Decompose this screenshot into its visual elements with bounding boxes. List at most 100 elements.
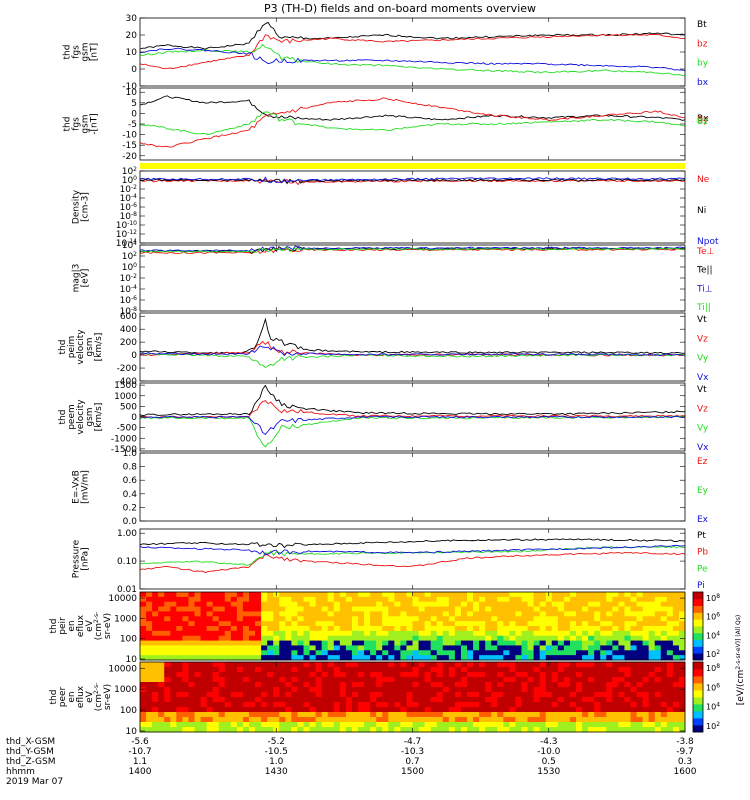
spectrogram-cell: [394, 616, 401, 622]
spectrogram-cell: [351, 640, 359, 646]
spectrogram-cell: [569, 712, 577, 718]
spectrogram-cell: [491, 630, 498, 637]
spectrogram-cell: [267, 650, 274, 656]
spectrogram-cell: [503, 662, 510, 668]
spectrogram-cell: [563, 682, 571, 688]
spectrogram-cell: [158, 650, 165, 656]
spectrogram-cell: [182, 630, 189, 637]
series-line-By: [139, 97, 686, 148]
y-axis-label-line: thd: [58, 340, 68, 355]
spectrogram-cell: [569, 682, 577, 688]
spectrogram-cell: [279, 712, 286, 718]
spectrogram-cell: [309, 682, 317, 688]
spectrogram-cell: [255, 672, 262, 678]
spectrogram-cell: [303, 722, 310, 728]
spectrogram-cell: [636, 626, 644, 632]
spectrogram-cell: [491, 702, 498, 708]
spectrogram-cell: [176, 626, 183, 632]
spectrogram-cell: [188, 672, 195, 678]
spectrogram-cell: [442, 672, 450, 678]
spectrogram-cell: [648, 596, 656, 603]
spectrogram-cell: [200, 682, 208, 688]
spectrogram-cell: [678, 592, 686, 598]
spectrogram: [140, 592, 686, 661]
spectrogram-cell: [539, 687, 547, 693]
spectrogram-cell: [479, 645, 486, 651]
y-tick-label: 10-2: [120, 184, 138, 196]
spectrogram-cell: [660, 662, 668, 668]
spectrogram-cell: [418, 672, 426, 678]
x-tick-value-Y: -10.3: [401, 747, 424, 757]
spectrogram-cell: [666, 655, 674, 661]
spectrogram-cell: [678, 616, 686, 622]
spectrogram-cell: [672, 717, 680, 723]
spectrogram-cell: [333, 707, 341, 713]
spectrogram-cell: [321, 635, 329, 641]
spectrogram-cell: [297, 645, 304, 651]
spectrogram-cell: [454, 702, 462, 708]
spectrogram-cell: [358, 667, 365, 673]
spectrogram-cell: [267, 635, 274, 641]
spectrogram-cell: [164, 717, 171, 723]
spectrogram-cell: [551, 672, 559, 678]
spectrogram-cell: [388, 702, 395, 708]
spectrogram-cell: [370, 692, 377, 698]
spectrogram-cell: [630, 596, 637, 603]
spectrogram-cell: [188, 712, 195, 718]
spectrogram-cell: [442, 630, 450, 637]
spectrogram-cell: [249, 707, 256, 713]
spectrogram-cell: [678, 667, 686, 673]
spectrogram-cell: [660, 707, 668, 713]
spectrogram-cell: [515, 667, 522, 673]
spectrogram-cell: [164, 616, 171, 622]
spectrogram-cell: [485, 707, 492, 713]
spectrogram-cell: [321, 616, 329, 622]
spectrogram-cell: [345, 682, 353, 688]
spectrogram-cell: [291, 645, 298, 651]
spectrogram-cell: [182, 722, 189, 728]
spectrogram-cell: [297, 592, 304, 598]
spectrogram-cell: [303, 682, 310, 688]
spectrogram-cell: [485, 667, 492, 673]
spectrogram-cell: [170, 626, 177, 632]
spectrogram-cell: [551, 640, 559, 646]
spectrogram-cell: [236, 712, 244, 718]
spectrogram-cell: [176, 682, 183, 688]
spectrogram-cell: [242, 645, 250, 651]
spectrogram-cell: [261, 692, 268, 698]
spectrogram-cell: [200, 621, 208, 627]
spectrogram-cell: [612, 655, 619, 661]
spectrogram-cell: [557, 650, 565, 656]
legend-Te||: Te||: [696, 266, 713, 276]
y-axis-label-line: sr-eV): [103, 613, 113, 639]
spectrogram-cell: [309, 722, 317, 728]
spectrogram-cell: [321, 707, 329, 713]
spectrogram-cell: [497, 697, 504, 703]
spectrogram-cell: [600, 650, 607, 656]
spectrogram-cell: [485, 645, 492, 651]
spectrogram-cell: [315, 692, 323, 698]
spectrogram-cell: [654, 702, 662, 708]
spectrogram-cell: [339, 707, 347, 713]
spectrogram-cell: [412, 640, 419, 646]
spectrogram-cell: [527, 712, 535, 718]
spectrogram-cell: [394, 650, 401, 656]
spectrogram-cell: [563, 606, 571, 612]
spectrogram-cell: [539, 596, 547, 603]
spectrogram-cell: [654, 717, 662, 723]
spectrogram-cell: [672, 662, 680, 668]
spectrogram-cell: [152, 727, 159, 733]
y-axis-label-line: peer: [58, 686, 68, 707]
spectrogram-cell: [376, 606, 383, 612]
spectrogram-cell: [660, 621, 668, 627]
spectrogram-cell: [303, 697, 310, 703]
spectrogram-cell: [303, 616, 310, 622]
spectrogram-cell: [273, 712, 280, 718]
spectrogram-cell: [267, 611, 274, 617]
spectrogram-cell: [485, 650, 492, 656]
spectrogram-cell: [200, 635, 208, 641]
spectrogram-cell: [382, 630, 389, 637]
spectrogram-cell: [339, 655, 347, 661]
spectrogram-cell: [152, 596, 159, 603]
spectrogram-cell: [636, 727, 644, 733]
